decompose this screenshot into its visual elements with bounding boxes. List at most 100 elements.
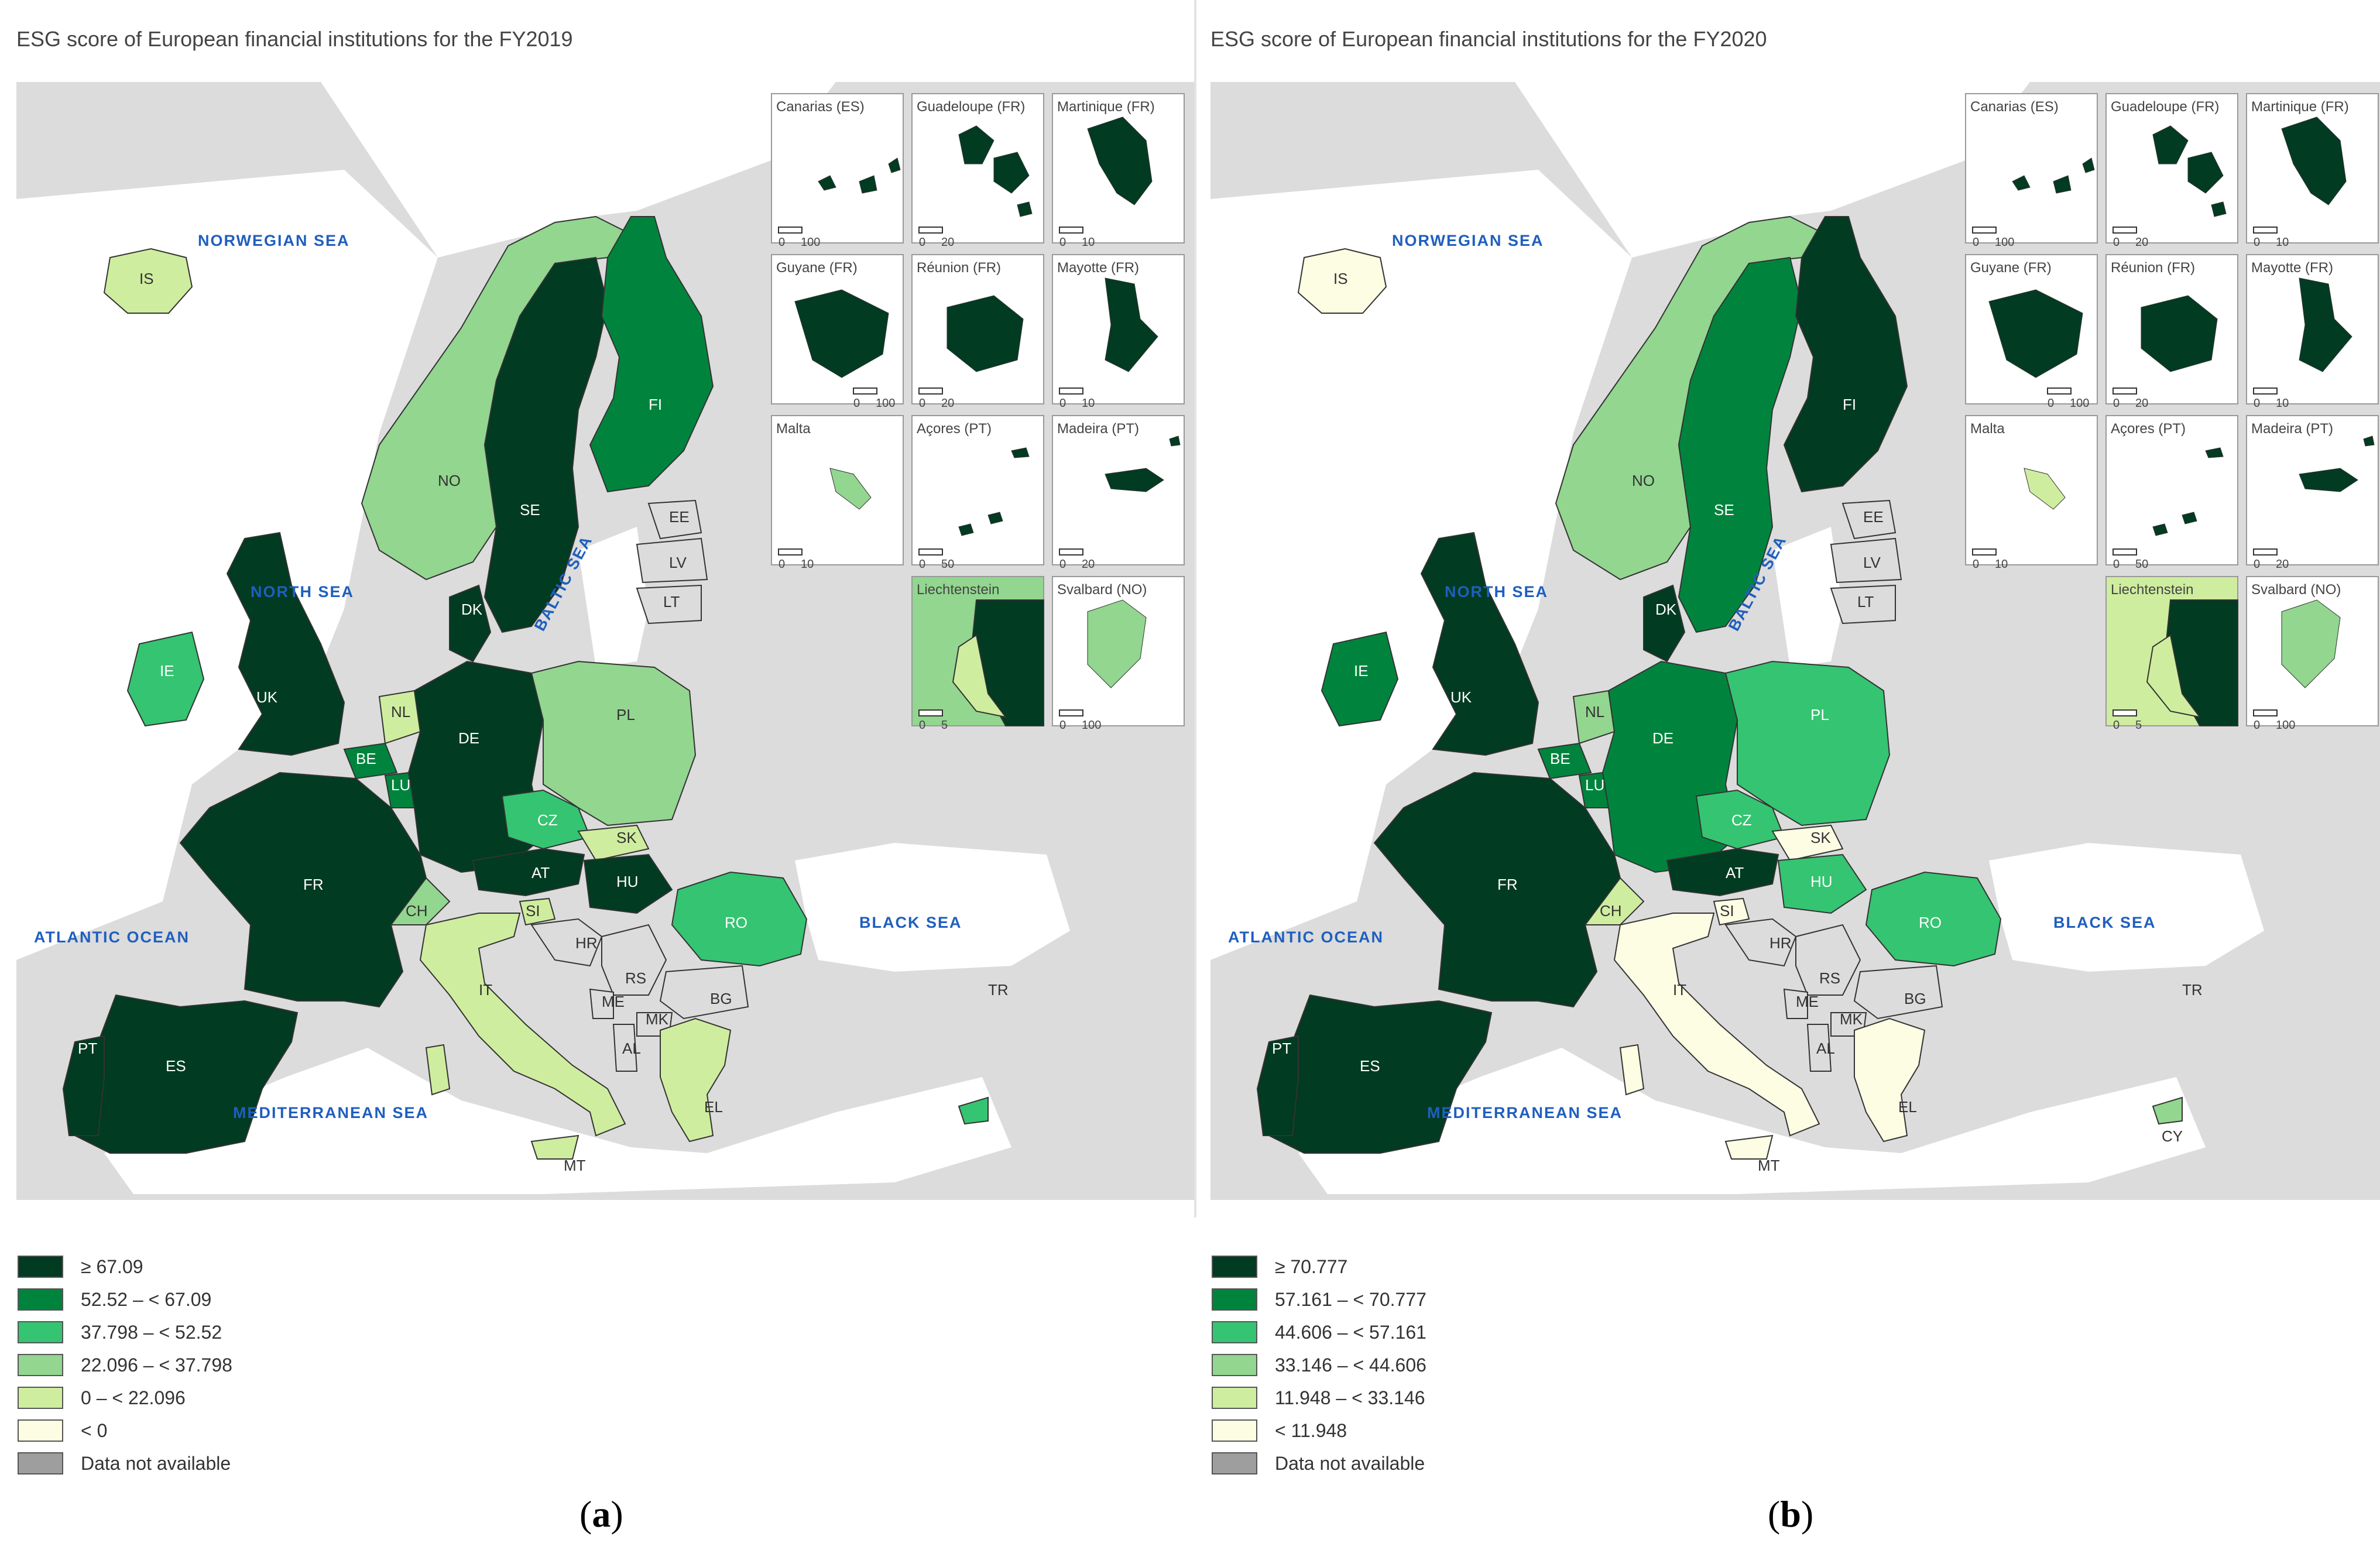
country-it: [1613, 913, 1820, 1137]
map-title: ESG score of European financial institut…: [16, 27, 573, 51]
inset-shape: [1105, 435, 1181, 492]
scale-start: 0: [2254, 236, 2260, 249]
inset-shape: [1988, 289, 2083, 378]
country-code-mt: MT: [1758, 1157, 1780, 1174]
scale-end: 20: [2135, 397, 2148, 410]
inset-title: Réunion (FR): [2111, 260, 2195, 276]
country-code-si: SI: [1720, 902, 1734, 920]
legend-label: Data not available: [81, 1452, 231, 1474]
legend-label: ≥ 70.777: [1275, 1256, 1348, 1277]
scale-end: 100: [801, 236, 820, 249]
legend-label: 57.161 – < 70.777: [1275, 1288, 1426, 1310]
country-lt: [1830, 584, 1896, 625]
country-code-ee: EE: [1863, 508, 1884, 526]
country-code-fi: FI: [1843, 396, 1856, 413]
country-code-tr: TR: [988, 981, 1009, 999]
scale-bar: [2253, 227, 2278, 234]
inset-title: Madeira (PT): [1057, 421, 1139, 437]
legend-item: ≥ 70.777: [1212, 1250, 1426, 1283]
scale-end: 20: [2135, 236, 2148, 249]
scale-bar: [2112, 227, 2137, 234]
sea-label-black: BLACK SEA: [2053, 914, 2156, 931]
country-sic: [530, 1134, 579, 1160]
country-sk: [1771, 824, 1844, 862]
inset-shape: [958, 125, 1033, 217]
country-cy: [958, 1096, 989, 1125]
inset-map: Açores (PT) 0 50: [911, 415, 1044, 571]
inset-title: Guyane (FR): [776, 260, 858, 276]
inset-title: Açores (PT): [917, 421, 992, 437]
scale-start: 0: [853, 397, 860, 410]
country-code-si: SI: [526, 902, 540, 920]
country-code-cz: CZ: [1731, 811, 1752, 829]
country-ro: [1865, 871, 2002, 967]
atlantic-water: [16, 170, 438, 960]
scale-start: 0: [1973, 558, 1979, 571]
inset-map: Madeira (PT) 0 20: [2246, 415, 2379, 571]
scale-end: 100: [876, 397, 895, 410]
scale-end: 100: [1082, 719, 1101, 732]
inset-map: Martinique (FR) 0 10: [1052, 93, 1185, 249]
country-at: [472, 848, 585, 897]
scale-end: 20: [1082, 558, 1095, 571]
country-code-pl: PL: [616, 706, 635, 723]
inset-frame: [911, 415, 1044, 565]
country-code-no: NO: [438, 472, 461, 489]
scale-end: 5: [2135, 719, 2142, 732]
country-el: [1854, 1017, 1926, 1143]
country-code-ro: RO: [1919, 914, 1942, 931]
country-code-is: IS: [1333, 270, 1348, 287]
country-code-is: IS: [139, 270, 154, 287]
inset-frame: [771, 93, 904, 244]
inset-map: Açores (PT) 0 50: [2105, 415, 2238, 571]
sea-label-atlantic: ATLANTIC OCEAN: [1228, 928, 1384, 946]
sea-label-mediterranean: MEDITERRANEAN SEA: [1427, 1104, 1623, 1122]
inset-title: Liechtenstein: [917, 582, 999, 598]
scale-end: 50: [2135, 558, 2148, 571]
map-title: ESG score of European financial institut…: [1210, 27, 1767, 51]
scale-bar: [2253, 709, 2278, 716]
inset-shape: [829, 468, 872, 510]
scale-start: 0: [1059, 719, 1066, 732]
country-hu: [1777, 853, 1867, 914]
country-hr: [530, 918, 603, 967]
inset-map: Malta 0 10: [771, 415, 904, 571]
scale-end: 100: [2070, 397, 2089, 410]
inset-shape: [1087, 599, 1147, 688]
country-code-ch: CH: [1600, 902, 1622, 920]
scale-bar: [2112, 388, 2137, 395]
country-code-lt: LT: [663, 593, 680, 611]
legend-swatch: [18, 1288, 63, 1311]
scale-bar: [1972, 548, 1997, 555]
sea-label-atlantic: ATLANTIC OCEAN: [34, 928, 190, 946]
map-panel-fy2019: ESG score of European financial institut…: [16, 27, 1194, 1535]
inset-shape: [794, 289, 889, 378]
inset-map: Réunion (FR) 0 20: [911, 254, 1044, 410]
legend-item: < 11.948: [1212, 1414, 1426, 1447]
legend-label: < 11.948: [1275, 1419, 1347, 1441]
inset-title: Martinique (FR): [1057, 99, 1155, 115]
inset-shape: [946, 295, 1024, 372]
inset-shape: [2281, 599, 2341, 688]
legend-swatch: [1212, 1387, 1257, 1409]
scale-bar: [918, 388, 943, 395]
scale-end: 10: [1995, 558, 2008, 571]
sea-label-black: BLACK SEA: [859, 914, 962, 931]
black-sea-water: [1989, 843, 2264, 972]
country-code-ch: CH: [406, 902, 428, 920]
scale-bar: [778, 548, 803, 555]
country-bg: [659, 965, 749, 1020]
inset-title: Guyane (FR): [1970, 260, 2052, 276]
legend-item: 22.096 – < 37.798: [18, 1349, 232, 1381]
country-ro: [671, 871, 808, 967]
legend-label: 22.096 – < 37.798: [81, 1354, 232, 1376]
inset-map: Malta 0 10: [1965, 415, 2098, 571]
map-legend: ≥ 67.09 52.52 – < 67.09 37.798 – < 52.52 22…: [18, 1250, 232, 1480]
inset-map: Mayotte (FR) 0 10: [1052, 254, 1185, 410]
country-uk: [1420, 531, 1539, 756]
country-code-be: BE: [356, 750, 376, 767]
country-code-pt: PT: [78, 1040, 97, 1057]
inset-shape: [2299, 435, 2375, 492]
scale-bar: [918, 709, 943, 716]
